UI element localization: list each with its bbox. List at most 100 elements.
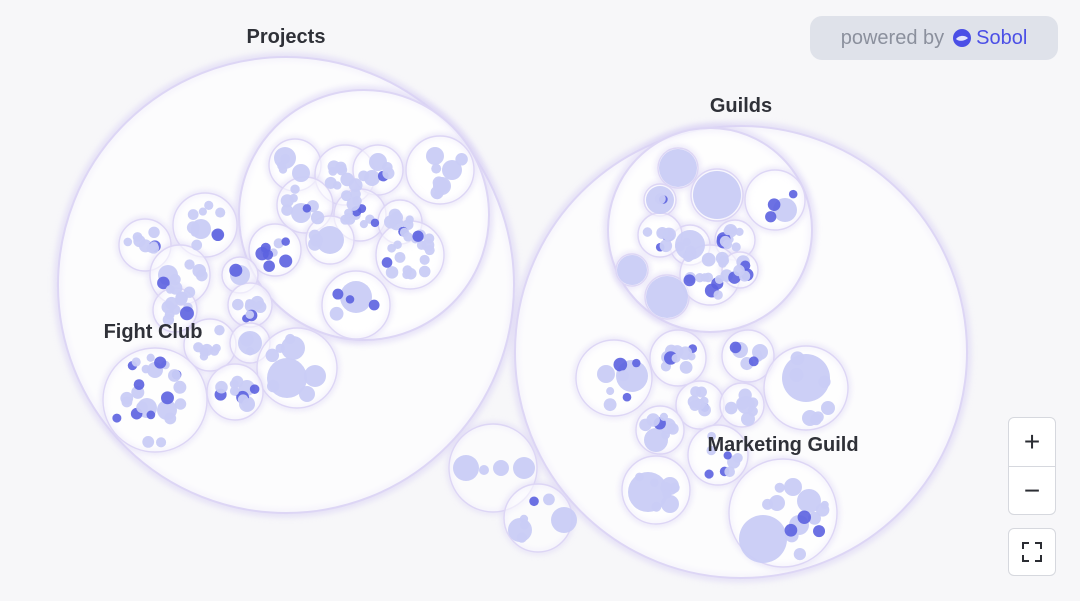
- member-bubble[interactable]: [157, 276, 170, 290]
- member-bubble[interactable]: [199, 352, 209, 361]
- member-bubble[interactable]: [215, 207, 226, 218]
- member-bubble[interactable]: [784, 523, 798, 537]
- member-bubble[interactable]: [198, 207, 207, 216]
- member-bubble[interactable]: [265, 348, 280, 363]
- member-bubble[interactable]: [613, 357, 628, 372]
- member-bubble[interactable]: [651, 501, 662, 512]
- member-bubble[interactable]: [661, 430, 670, 440]
- member-bubble[interactable]: [146, 243, 156, 253]
- member-bubble[interactable]: [358, 170, 369, 182]
- member-bubble[interactable]: [133, 379, 145, 390]
- member-bubble[interactable]: [683, 251, 694, 262]
- member-bubble[interactable]: [551, 507, 577, 533]
- member-bubble[interactable]: [419, 254, 430, 265]
- member-bubble[interactable]: [249, 384, 260, 394]
- member-bubble[interactable]: [426, 147, 444, 165]
- member-bubble[interactable]: [214, 324, 225, 336]
- member-bubble[interactable]: [657, 228, 666, 238]
- member-bubble[interactable]: [713, 290, 723, 300]
- member-bubble[interactable]: [304, 365, 326, 387]
- member-bubble[interactable]: [735, 227, 744, 236]
- member-bubble[interactable]: [820, 500, 829, 509]
- member-bubble[interactable]: [797, 510, 812, 524]
- member-bubble[interactable]: [642, 227, 653, 237]
- member-bubble[interactable]: [279, 254, 293, 268]
- member-bubble[interactable]: [818, 375, 831, 388]
- member-bubble[interactable]: [260, 242, 271, 253]
- member-bubble[interactable]: [516, 532, 527, 543]
- member-bubble[interactable]: [662, 489, 672, 499]
- member-bubble[interactable]: [405, 215, 414, 224]
- member-bubble[interactable]: [418, 265, 431, 278]
- member-bubble[interactable]: [767, 198, 781, 211]
- member-bubble[interactable]: [121, 396, 133, 408]
- member-bubble[interactable]: [695, 386, 707, 398]
- member-bubble[interactable]: [782, 354, 830, 402]
- member-bubble[interactable]: [679, 360, 693, 374]
- member-bubble[interactable]: [142, 435, 155, 448]
- member-bubble[interactable]: [327, 160, 341, 173]
- member-bubble[interactable]: [232, 298, 244, 311]
- member-bubble[interactable]: [348, 178, 363, 192]
- member-bubble[interactable]: [724, 466, 735, 478]
- member-bubble[interactable]: [747, 406, 758, 417]
- member-bubble[interactable]: [381, 161, 393, 173]
- member-bubble[interactable]: [169, 273, 181, 286]
- member-bubble[interactable]: [724, 401, 738, 415]
- member-bubble[interactable]: [479, 465, 489, 475]
- member-bubble[interactable]: [229, 263, 243, 277]
- member-bubble[interactable]: [810, 413, 822, 426]
- member-bubble[interactable]: [632, 358, 641, 368]
- member-bubble[interactable]: [332, 181, 342, 190]
- member-bubble[interactable]: [659, 239, 673, 253]
- group-label-guilds[interactable]: Guilds: [710, 95, 772, 117]
- member-bubble[interactable]: [703, 272, 714, 283]
- member-bubble[interactable]: [442, 160, 462, 180]
- member-bubble[interactable]: [765, 211, 777, 223]
- member-bubble[interactable]: [431, 163, 442, 174]
- member-bubble[interactable]: [424, 245, 435, 256]
- member-bubble[interactable]: [678, 346, 693, 360]
- member-bubble[interactable]: [131, 357, 141, 367]
- member-bubble[interactable]: [385, 266, 399, 279]
- member-bubble[interactable]: [437, 179, 450, 192]
- member-bubble[interactable]: [493, 460, 509, 476]
- member-bubble[interactable]: [344, 208, 353, 218]
- member-bubble[interactable]: [675, 241, 685, 252]
- member-bubble[interactable]: [661, 495, 679, 513]
- member-bubble[interactable]: [175, 293, 188, 306]
- member-bubble[interactable]: [215, 380, 228, 394]
- member-bubble[interactable]: [762, 498, 774, 510]
- member-bubble[interactable]: [148, 226, 160, 238]
- member-bubble[interactable]: [731, 242, 741, 252]
- member-bubble[interactable]: [179, 306, 194, 321]
- member-bubble[interactable]: [184, 259, 195, 270]
- member-bubble[interactable]: [412, 230, 424, 242]
- member-bubble[interactable]: [774, 482, 785, 493]
- member-bubble[interactable]: [310, 210, 325, 225]
- member-bubble[interactable]: [662, 227, 676, 242]
- member-bubble[interactable]: [290, 184, 300, 194]
- member-bubble[interactable]: [273, 238, 284, 249]
- member-bubble[interactable]: [738, 388, 752, 402]
- member-bubble[interactable]: [281, 237, 290, 246]
- member-bubble[interactable]: [263, 260, 275, 272]
- member-bubble[interactable]: [229, 386, 240, 396]
- member-bubble[interactable]: [245, 310, 255, 319]
- member-bubble[interactable]: [646, 276, 688, 318]
- member-bubble[interactable]: [280, 194, 294, 208]
- member-bubble[interactable]: [146, 410, 156, 420]
- member-bubble[interactable]: [141, 364, 151, 374]
- group-label-marketing-guild[interactable]: Marketing Guild: [707, 434, 858, 456]
- member-bubble[interactable]: [723, 451, 732, 460]
- member-bubble[interactable]: [340, 281, 372, 313]
- member-bubble[interactable]: [808, 511, 821, 525]
- member-bubble[interactable]: [229, 379, 239, 389]
- member-bubble[interactable]: [739, 515, 787, 563]
- member-bubble[interactable]: [617, 370, 629, 382]
- member-bubble[interactable]: [187, 209, 199, 220]
- member-bubble[interactable]: [617, 255, 647, 285]
- member-bubble[interactable]: [675, 230, 705, 260]
- member-bubble[interactable]: [316, 226, 344, 254]
